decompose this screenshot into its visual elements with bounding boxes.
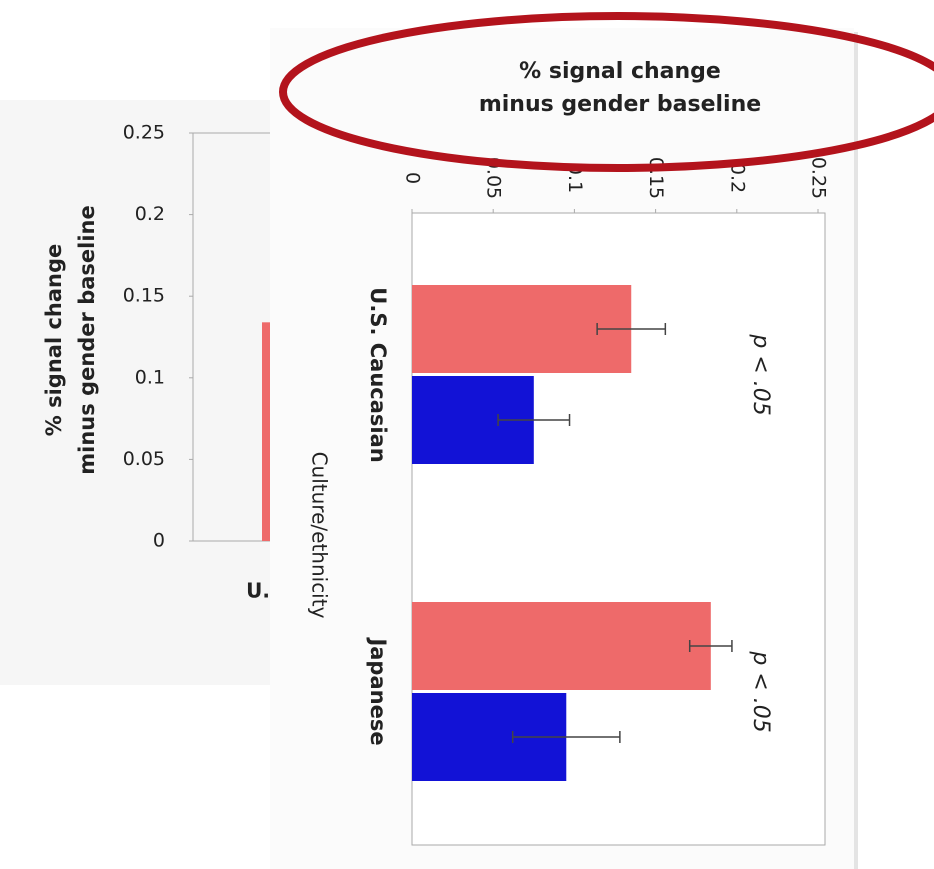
error-bar — [596, 323, 667, 335]
y-tick-label: Japanese — [366, 636, 390, 745]
x-tick-label: 0.25 — [808, 157, 830, 199]
x-tick-label: 0.05 — [483, 157, 505, 199]
y-tick-label: 0.25 — [123, 122, 165, 144]
y-tick-label: 0.05 — [123, 448, 165, 470]
y-tick-label: 0.15 — [123, 285, 165, 307]
y-axis-label: % signal change — [42, 244, 66, 437]
bar — [412, 602, 711, 690]
x-tick-label: 0 — [402, 172, 424, 184]
x-axis-label: minus gender baseline — [479, 92, 761, 117]
background-panel — [0, 100, 290, 685]
y-axis-label: Culture/ethnicity — [308, 452, 332, 619]
x-axis-label: % signal change — [519, 59, 721, 84]
y-tick-label: 0.1 — [135, 366, 165, 388]
y-tick-label: 0.2 — [135, 203, 165, 225]
highlight-ellipse — [279, 12, 934, 172]
annotation: p < .05 — [748, 650, 773, 732]
error-bar — [688, 640, 733, 652]
y-tick-label: U.S. Caucasian — [366, 287, 390, 462]
bar — [412, 285, 632, 373]
annotation: p < .05 — [748, 333, 773, 415]
x-tick-label: 0.15 — [645, 157, 667, 199]
main-chart: 0 0.05 0.1 0.15 0.2 0.25% signal changeminus … — [270, 28, 858, 869]
error-bar — [497, 414, 571, 426]
y-axis-label: minus gender baseline — [75, 205, 99, 475]
x-tick-label: U. — [246, 579, 270, 603]
x-tick-label: 0.2 — [726, 163, 748, 193]
y-tick-label: 0 — [153, 530, 165, 552]
error-bar — [511, 731, 621, 743]
